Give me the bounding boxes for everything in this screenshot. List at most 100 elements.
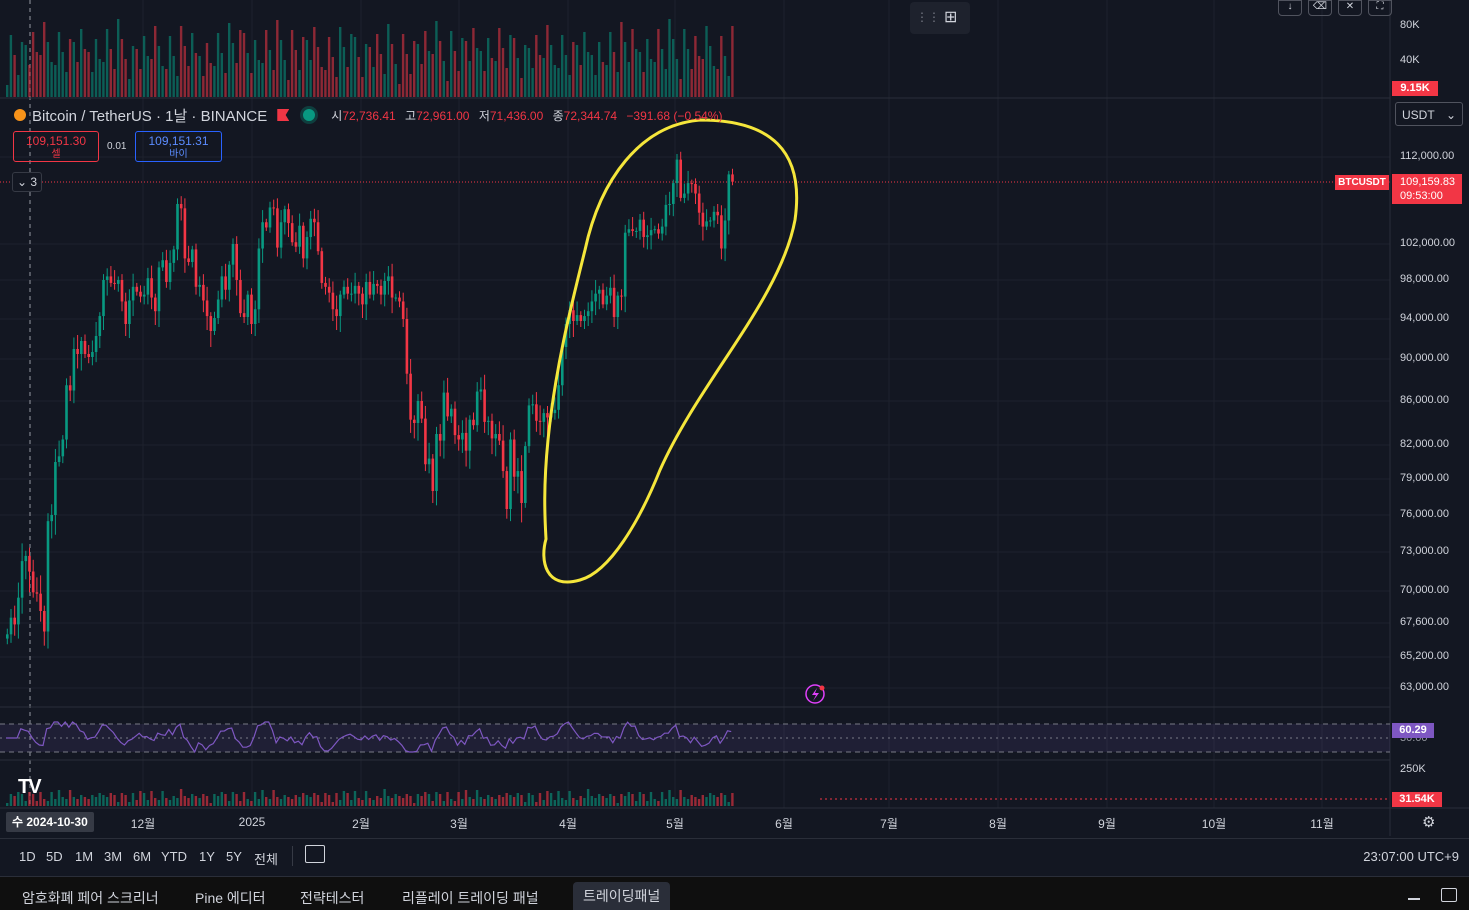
bottom-tab[interactable]: 전략테스터 — [300, 890, 365, 906]
buy-price: 109,151.31 — [148, 134, 209, 148]
volume-bar — [413, 41, 416, 97]
timeframe-button[interactable]: YTD — [161, 849, 187, 864]
currency-select[interactable]: USDT ⌄ — [1395, 102, 1463, 126]
lower-volume-bar — [350, 800, 353, 806]
candle — [179, 203, 183, 209]
timeframe-button[interactable]: 1M — [75, 849, 94, 864]
candle — [501, 440, 505, 472]
price-tick: 63,000.00 — [1400, 681, 1449, 693]
timeframe-button[interactable]: 6M — [133, 849, 152, 864]
candle — [150, 278, 153, 298]
fullscreen-icon[interactable]: ⛶ — [1368, 0, 1392, 16]
lower-volume-bar — [701, 795, 704, 806]
volume-bar — [605, 65, 608, 97]
lower-volume-bar — [598, 794, 601, 806]
lower-volume-bar — [302, 793, 305, 806]
volume-bar — [313, 27, 316, 97]
sell-button[interactable]: 109,151.30 셀 — [13, 131, 99, 162]
lower-volume-bar — [305, 795, 309, 806]
volume-bar — [83, 49, 87, 97]
lower-volume-bar — [242, 792, 246, 806]
symbol-title[interactable]: Bitcoin / TetherUS · 1날 · BINANCE — [32, 107, 268, 125]
replay-icon[interactable] — [305, 845, 325, 863]
bottom-tab[interactable]: 암호화폐 페어 스크리너 — [22, 890, 159, 906]
volume-tick: 40K — [1400, 54, 1420, 66]
timeframe-button[interactable]: 1Y — [199, 849, 215, 864]
candle — [305, 237, 309, 259]
toolbar-separator — [292, 846, 293, 866]
clock[interactable]: 23:07:00 UTC+9 — [1363, 849, 1459, 864]
price-tick: 90,000.00 — [1400, 352, 1449, 364]
last-price-tag: 109,159.83 09:53:00 — [1392, 174, 1462, 204]
timeframe-button[interactable]: 5D — [46, 849, 63, 864]
candle — [128, 300, 131, 324]
lower-volume-bar — [276, 797, 279, 806]
minimize-icon[interactable] — [1408, 898, 1420, 900]
candle — [91, 352, 94, 357]
lower-volume-bar — [387, 796, 390, 806]
volume-bar — [561, 35, 564, 97]
buy-button[interactable]: 109,151.31 바이 — [135, 131, 222, 162]
layout-toolbar[interactable]: ⋮⋮ ⊞ — [910, 2, 970, 34]
lower-volume-bar — [416, 794, 420, 806]
layout-icon[interactable]: ⊞ — [944, 9, 958, 26]
volume-bar — [424, 31, 427, 97]
candle — [420, 401, 423, 419]
symbol-legend[interactable]: Bitcoin / TetherUS · 1날 · BINANCE 시72,73… — [14, 105, 722, 125]
timeframe-button[interactable]: 전체 — [254, 852, 278, 867]
candle — [635, 230, 638, 232]
trash-icon[interactable]: ⌫ — [1308, 0, 1332, 16]
candle — [409, 373, 412, 420]
bottom-tab[interactable]: 리플레이 트레이딩 패널 — [402, 890, 539, 906]
volume-bar — [660, 49, 664, 97]
tradingview-logo[interactable]: TV — [18, 776, 42, 798]
volume-bar — [128, 79, 131, 97]
volume-bar — [339, 27, 342, 97]
candle — [272, 207, 275, 209]
lower-volume-bar — [142, 793, 146, 806]
timeframe-button[interactable]: 1D — [19, 849, 36, 864]
lightning-icon[interactable] — [805, 684, 825, 704]
volume-bar — [524, 45, 527, 97]
bottom-tab[interactable]: Pine 에디터 — [195, 890, 266, 906]
volume-bar — [468, 61, 471, 97]
lower-volume-bar — [531, 795, 534, 806]
collapse-icon[interactable]: ✕ — [1338, 0, 1362, 16]
timeframe-button[interactable]: 3M — [104, 849, 123, 864]
candle — [524, 446, 527, 503]
flag-icon[interactable] — [277, 109, 290, 121]
candle — [176, 203, 179, 250]
lower-volume-bar — [31, 794, 35, 806]
candle — [405, 319, 409, 374]
drag-handle-icon[interactable]: ⋮⋮ — [916, 10, 940, 24]
lower-volume-bar — [246, 799, 249, 806]
lower-volume-bar — [183, 796, 186, 806]
volume-bar — [94, 39, 98, 97]
volume-bar — [28, 65, 31, 97]
maximize-icon[interactable] — [1441, 888, 1457, 902]
candle — [235, 244, 238, 280]
settings-icon[interactable]: ⚙ — [1422, 814, 1436, 831]
candle — [161, 260, 164, 268]
volume-bar — [516, 58, 519, 97]
candle — [694, 183, 697, 194]
lower-volume-bar — [579, 796, 582, 806]
lower-volume-bar — [646, 801, 649, 806]
bottom-tab[interactable]: 트레이딩패널 — [573, 882, 671, 910]
lower-volume-bar — [557, 791, 560, 806]
lower-volume-bar — [216, 796, 220, 806]
candle — [487, 420, 490, 422]
lower-volume-bar — [102, 795, 105, 806]
timeframe-button[interactable]: 5Y — [226, 849, 242, 864]
lower-volume-bar — [76, 799, 79, 806]
time-tick: 6월 — [775, 817, 793, 831]
volume-bar — [542, 58, 545, 97]
volume-bar — [290, 30, 294, 97]
volume-bar — [464, 41, 468, 97]
lower-volume-bar — [705, 797, 708, 806]
indicators-collapse-button[interactable]: ⌄ 3 — [12, 172, 42, 192]
candle — [117, 280, 120, 284]
download-icon[interactable]: ↓ — [1278, 0, 1302, 16]
candle — [716, 211, 719, 216]
